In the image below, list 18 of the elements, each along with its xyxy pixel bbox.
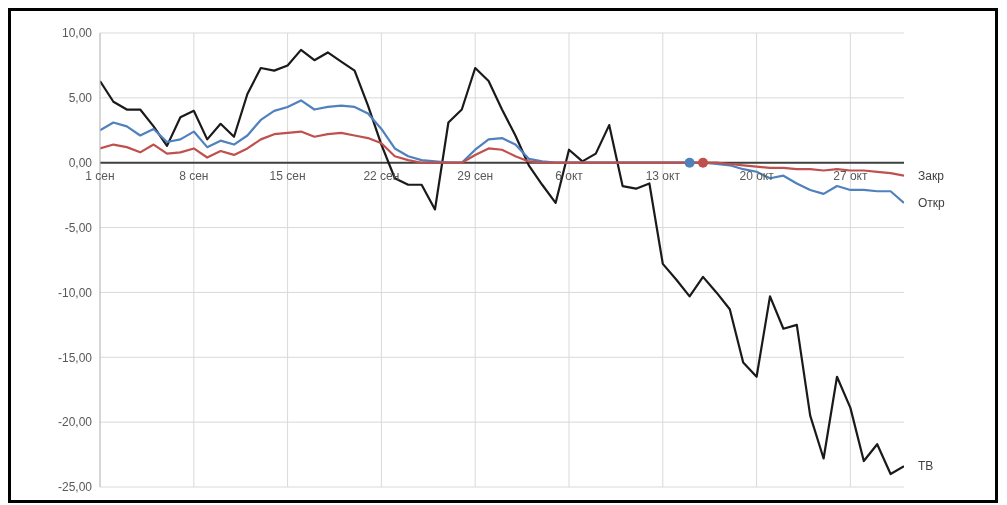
x-tick-label: 15 сен xyxy=(269,169,306,184)
y-tick-label: -15,00 xyxy=(57,350,93,365)
y-tick-label: -20,00 xyxy=(57,415,93,430)
series-label: Закр xyxy=(918,168,945,183)
x-tick-label: 13 окт xyxy=(645,169,681,184)
y-tick-label: -5,00 xyxy=(64,220,93,235)
x-tick-label: 1 сен xyxy=(85,169,115,184)
series-label: Откр xyxy=(918,195,946,210)
x-tick-label: 6 окт xyxy=(555,169,584,184)
series-label: ТВ xyxy=(918,459,934,474)
y-tick-label: -10,00 xyxy=(57,285,93,300)
y-tick-label: 5,00 xyxy=(68,91,93,106)
y-tick-label: 10,00 xyxy=(61,26,93,41)
x-tick-label: 29 сен xyxy=(457,169,494,184)
x-tick-label: 8 сен xyxy=(179,169,209,184)
y-tick-label: -25,00 xyxy=(57,480,93,495)
x-tick-label: 27 окт xyxy=(833,169,869,184)
y-tick-label: 0,00 xyxy=(68,155,93,170)
